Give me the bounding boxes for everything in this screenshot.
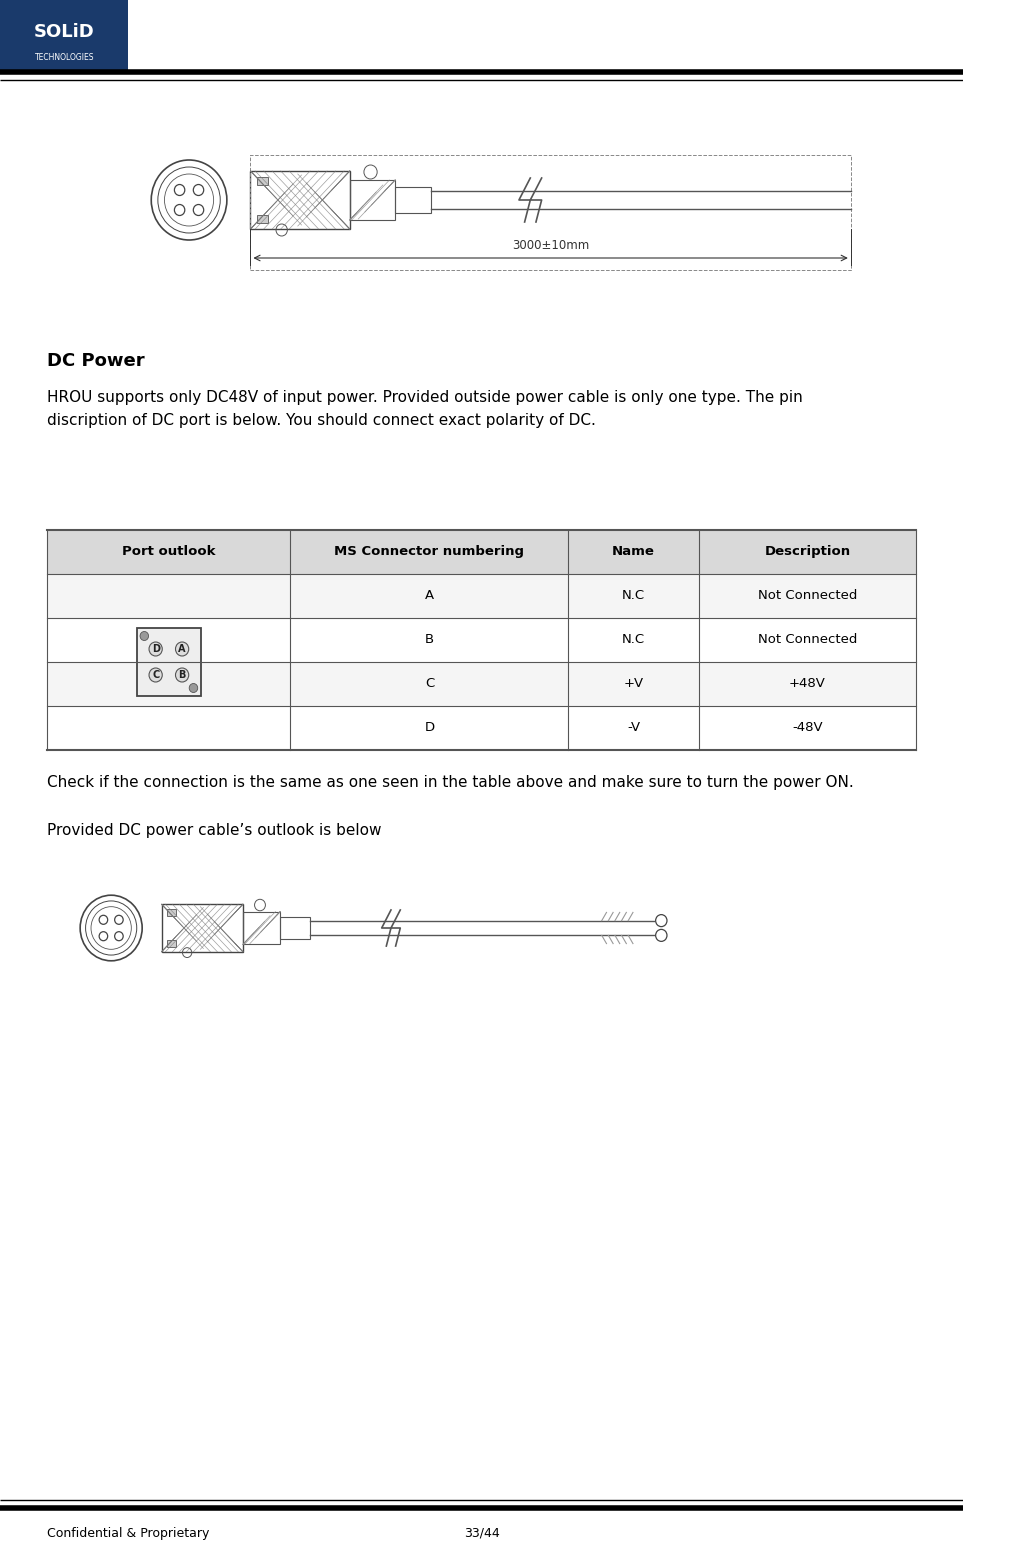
Circle shape <box>140 631 149 641</box>
Bar <box>251 170 350 230</box>
Bar <box>167 941 176 947</box>
Text: 3000±10mm: 3000±10mm <box>512 239 589 252</box>
Circle shape <box>190 683 198 692</box>
Text: HROU supports only DC48V of input power. Provided outside power cable is only on: HROU supports only DC48V of input power.… <box>47 391 803 428</box>
Text: -V: -V <box>627 722 640 735</box>
Text: Port outlook: Port outlook <box>122 545 216 558</box>
Text: D: D <box>425 722 434 735</box>
Text: Name: Name <box>612 545 655 558</box>
Bar <box>280 917 310 939</box>
Bar <box>47 617 916 663</box>
Text: MS Connector numbering: MS Connector numbering <box>334 545 525 558</box>
Text: DC Power: DC Power <box>47 352 145 370</box>
Bar <box>162 905 243 952</box>
Bar <box>47 530 916 574</box>
Bar <box>47 706 916 750</box>
Text: Confidential & Proprietary: Confidential & Proprietary <box>47 1527 210 1540</box>
Bar <box>47 574 916 617</box>
Text: -48V: -48V <box>792 722 822 735</box>
Text: 33/44: 33/44 <box>464 1527 499 1540</box>
Text: Check if the connection is the same as one seen in the table above and make sure: Check if the connection is the same as o… <box>47 775 854 789</box>
Text: Provided DC power cable’s outlook is below: Provided DC power cable’s outlook is bel… <box>47 824 382 838</box>
FancyBboxPatch shape <box>137 628 201 696</box>
Text: D: D <box>152 644 160 653</box>
Circle shape <box>175 642 189 656</box>
Text: C: C <box>152 671 159 680</box>
Text: A: A <box>178 644 185 653</box>
Circle shape <box>149 667 162 681</box>
Text: Not Connected: Not Connected <box>758 633 857 647</box>
Text: SOLiD: SOLiD <box>34 23 95 41</box>
Text: C: C <box>425 677 434 691</box>
Text: A: A <box>425 589 434 602</box>
Bar <box>47 663 916 706</box>
FancyBboxPatch shape <box>0 0 127 72</box>
Text: +V: +V <box>624 677 644 691</box>
Circle shape <box>175 667 189 681</box>
Bar <box>167 910 176 916</box>
Bar <box>257 216 268 224</box>
Text: B: B <box>425 633 434 647</box>
Text: TECHNOLOGIES: TECHNOLOGIES <box>35 53 94 61</box>
Bar <box>257 177 268 184</box>
Circle shape <box>149 642 162 656</box>
Text: +48V: +48V <box>789 677 825 691</box>
Bar <box>251 155 851 270</box>
Text: N.C: N.C <box>622 589 645 602</box>
Bar <box>350 180 395 220</box>
Text: N.C: N.C <box>622 633 645 647</box>
Text: Description: Description <box>764 545 851 558</box>
Bar <box>243 911 280 944</box>
Bar <box>395 188 431 213</box>
Text: Not Connected: Not Connected <box>758 589 857 602</box>
Text: B: B <box>178 671 185 680</box>
